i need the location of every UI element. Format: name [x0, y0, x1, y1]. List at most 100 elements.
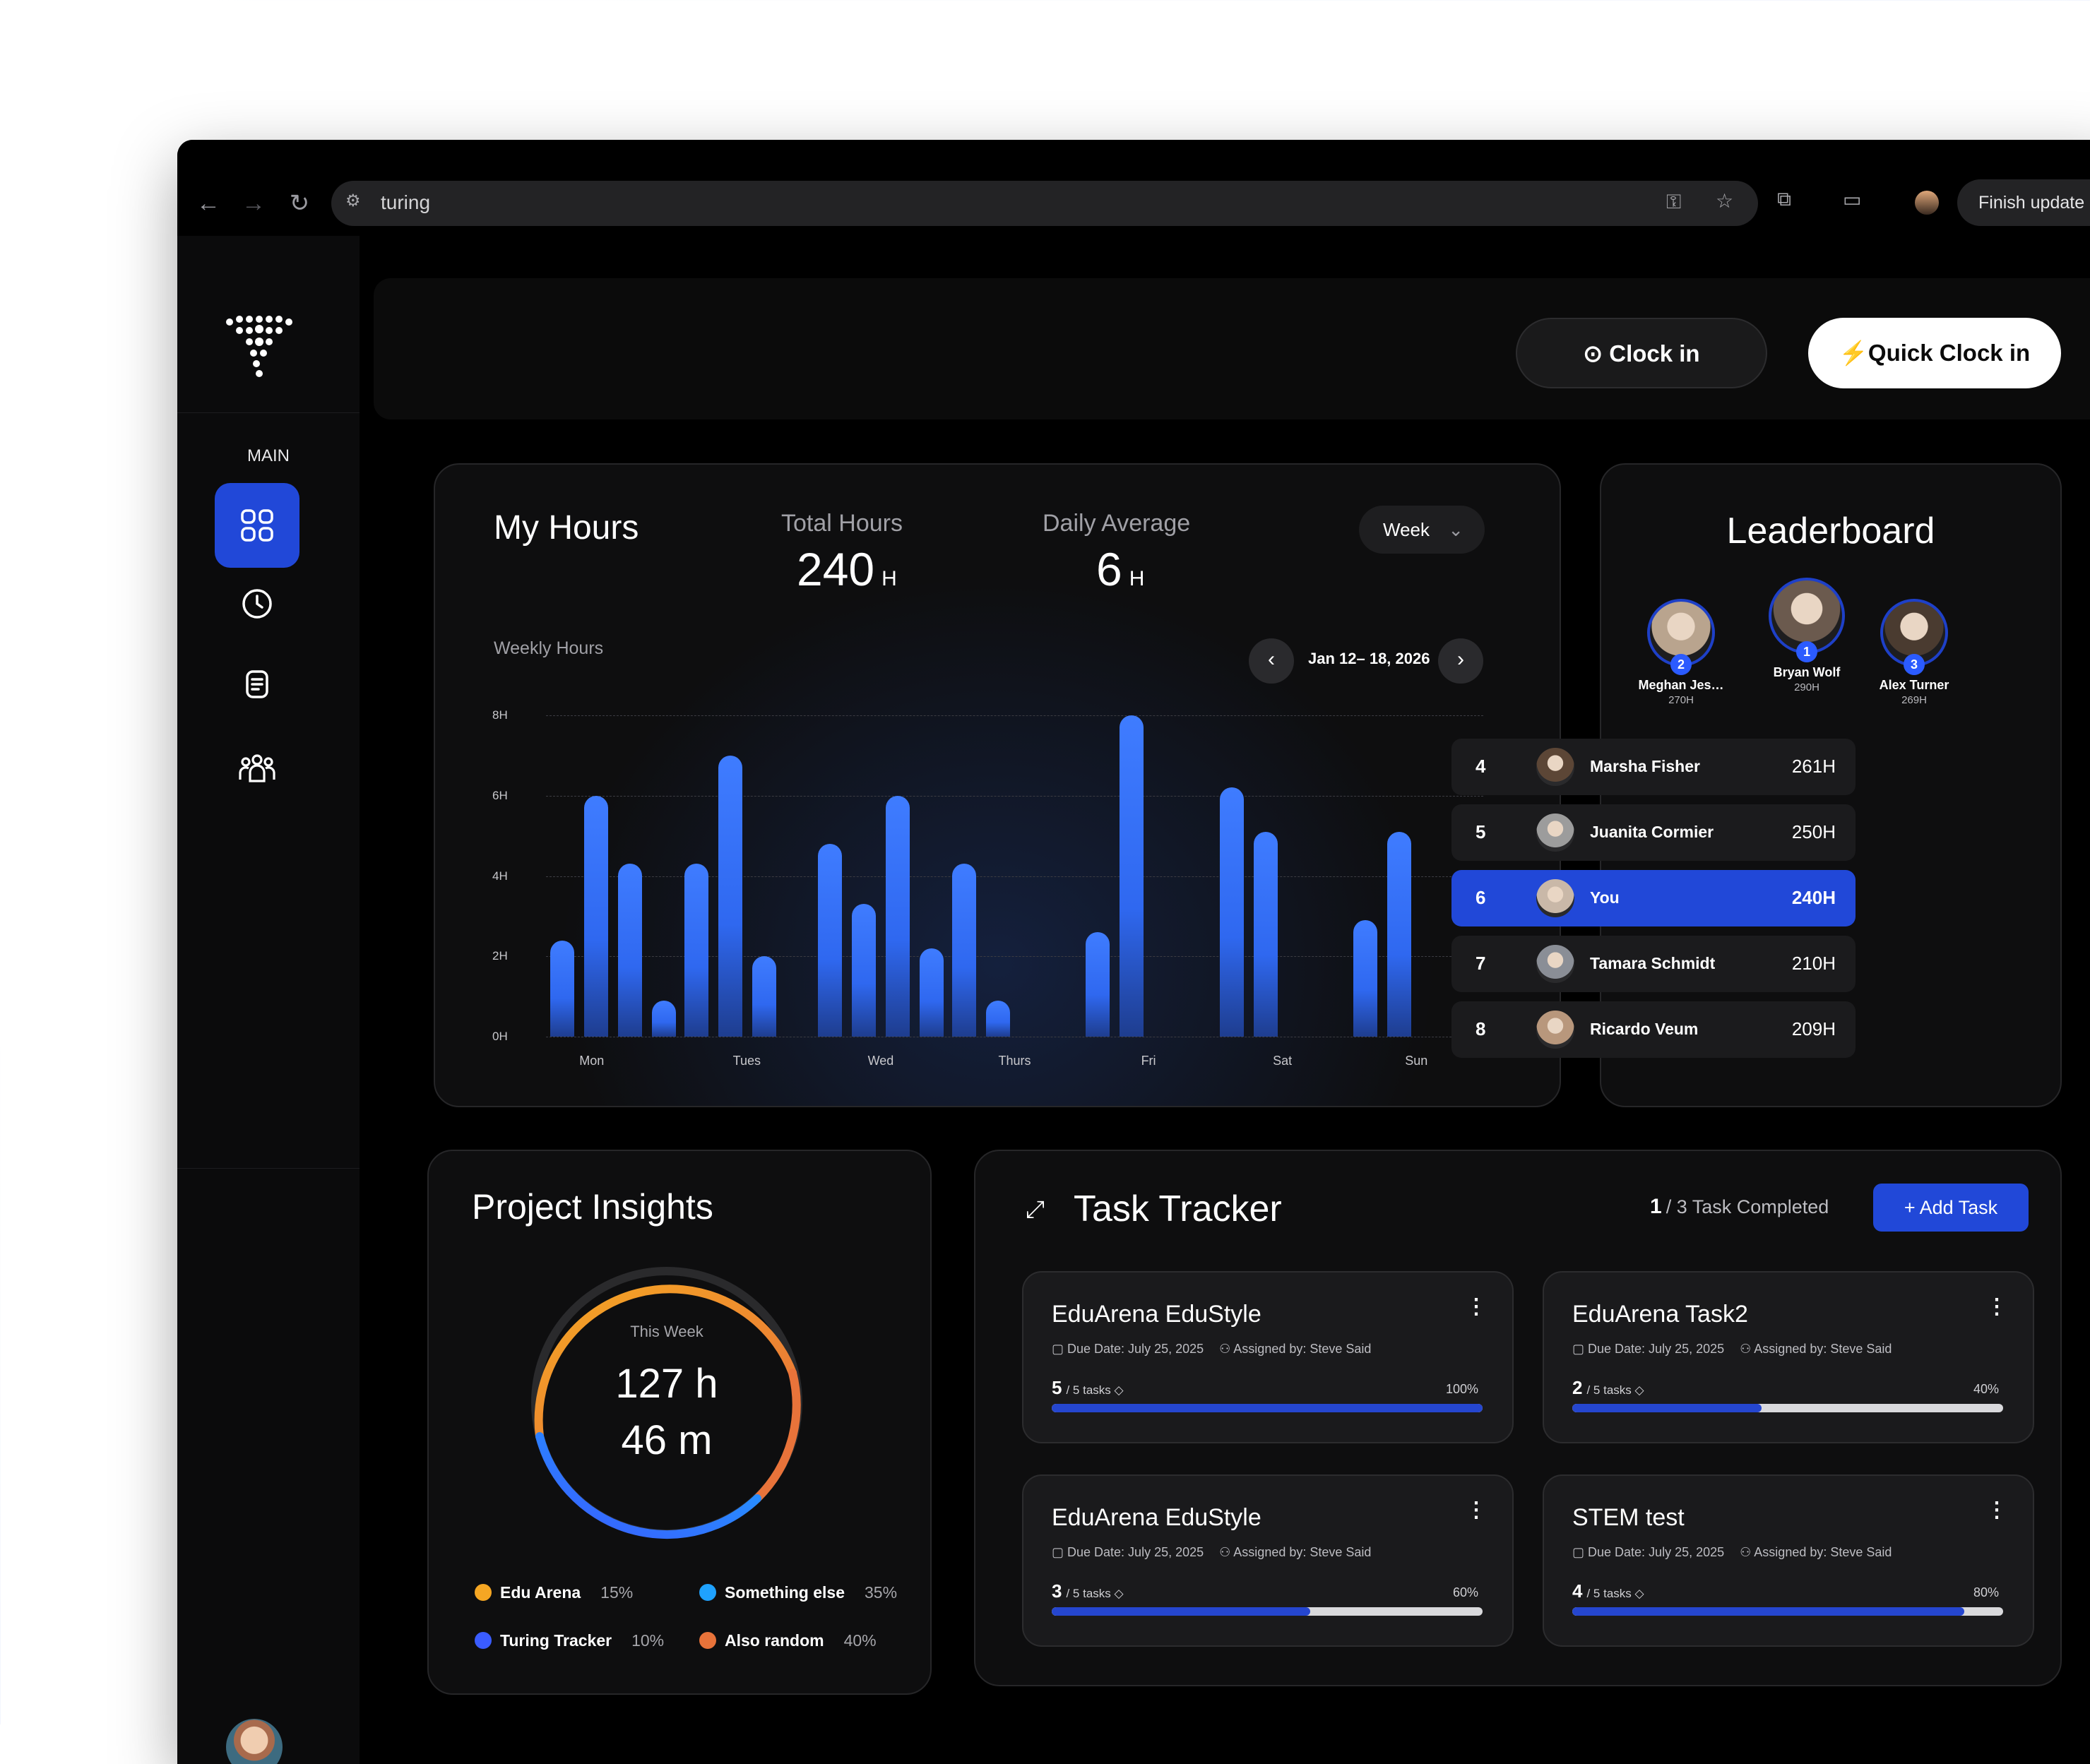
task-done-count: 2	[1572, 1377, 1583, 1398]
notes-icon[interactable]	[241, 668, 273, 701]
podium-entry[interactable]: 3 Alex Turner 269H	[1858, 599, 1971, 706]
clock-in-button[interactable]: ⊙ Clock in	[1516, 318, 1767, 388]
extensions-icon[interactable]: ⧉	[1777, 188, 1791, 210]
avatar	[1536, 1011, 1574, 1049]
avatar	[1536, 814, 1574, 852]
legend-item: Also random 40%	[699, 1631, 877, 1650]
chevron-right-icon: ›	[1457, 648, 1464, 671]
chart-bar	[652, 1000, 676, 1037]
task-completed-summary: 1/ 3 Task Completed	[1650, 1195, 1829, 1218]
chart-bar	[818, 844, 843, 1037]
podium-entry[interactable]: 1 Bryan Wolf 290H	[1746, 578, 1868, 693]
insights-hours: 127 h	[615, 1361, 718, 1407]
progress-fill	[1052, 1404, 1483, 1412]
task-count: 2/ 5 tasks ◇	[1572, 1377, 1644, 1399]
progress-track	[1052, 1404, 1483, 1412]
add-task-button[interactable]: + Add Task	[1873, 1184, 2029, 1232]
period-dropdown[interactable]: Week ⌄	[1359, 506, 1485, 554]
project-insights-title: Project Insights	[472, 1187, 713, 1227]
task-tracker-title: Task Tracker	[1074, 1188, 1282, 1229]
user-avatar[interactable]	[226, 1719, 283, 1764]
player-name: Tamara Schmidt	[1590, 954, 1716, 972]
rank: 5	[1476, 821, 1486, 842]
calendar-icon: ▢	[1572, 1342, 1589, 1356]
chart-bar	[718, 755, 742, 1037]
star-icon[interactable]: ☆	[1716, 190, 1734, 212]
task-due-date: Due Date: July 25, 2025	[1588, 1342, 1725, 1356]
legend-percent: 10%	[631, 1631, 665, 1650]
task-percent: 60%	[1452, 1585, 1478, 1599]
task-done-count: 4	[1572, 1580, 1583, 1602]
forward-arrow-icon[interactable]: →	[242, 190, 266, 217]
turing-logo	[226, 316, 292, 377]
leaderboard-row[interactable]: 7 Tamara Schmidt 210H	[1451, 936, 1856, 992]
avatar	[1536, 879, 1574, 917]
address-bar[interactable]: ⚙ turing ⚿ ☆	[331, 181, 1758, 226]
x-tick-label: Thurs	[998, 1054, 1031, 1068]
y-tick-label: 6H	[492, 788, 508, 802]
next-week-button[interactable]: ›	[1438, 638, 1483, 684]
task-card[interactable]: EduArena EduStyle ⋮ ▢ Due Date: July 25, 2…	[1022, 1474, 1514, 1647]
more-options-icon[interactable]: ⋮	[1466, 1498, 1487, 1522]
podium-name: Alex Turner	[1879, 678, 1949, 692]
chart-bar	[1219, 787, 1244, 1037]
rank: 6	[1476, 887, 1486, 908]
total-hours-value: 240 H	[797, 543, 897, 595]
more-options-icon[interactable]: ⋮	[1986, 1295, 2007, 1318]
leaderboard-title: Leaderboard	[1726, 511, 1935, 552]
podium-hours: 269H	[1901, 694, 1927, 706]
finish-update-button[interactable]: Finish update	[1957, 179, 2090, 226]
back-arrow-icon[interactable]: ←	[196, 190, 220, 217]
reload-icon[interactable]: ↻	[289, 190, 310, 217]
daily-average-label: Daily Average	[1043, 510, 1191, 537]
site-settings-icon[interactable]: ⚙	[345, 191, 361, 210]
task-count: 3 / 5 tasks ◇	[1052, 1580, 1124, 1602]
podium-entry[interactable]: 2 Meghan Jes… 270H	[1625, 599, 1738, 706]
progress-track	[1052, 1607, 1483, 1616]
legend-dot	[475, 1632, 492, 1649]
leaderboard-row[interactable]: 4 Marsha Fisher 261H	[1451, 739, 1856, 795]
task-due-date: Due Date: July 25, 2025	[1067, 1342, 1204, 1356]
task-card[interactable]: EduArena EduStyle ⋮ ▢ Due Date: July 25, 2…	[1022, 1271, 1514, 1443]
legend-percent: 15%	[600, 1583, 634, 1602]
leaderboard-row[interactable]: 5 Juanita Cormier 250H	[1451, 804, 1856, 861]
podium-name: Meghan Jes…	[1638, 678, 1724, 692]
person-icon: ⚇	[1740, 1342, 1754, 1356]
clock-pin-icon: ⊙	[1583, 340, 1610, 366]
tab-search-icon[interactable]: ▭	[1843, 189, 1862, 210]
podium-name: Bryan Wolf	[1773, 665, 1841, 679]
task-due-date: Due Date: July 25, 2025	[1588, 1545, 1725, 1559]
more-options-icon[interactable]: ⋮	[1466, 1295, 1487, 1318]
prev-week-button[interactable]: ‹	[1249, 638, 1294, 684]
task-assigned-by: Assigned by: Steve Said	[1233, 1545, 1372, 1559]
sidebar-item-dashboard[interactable]	[215, 483, 299, 568]
player-hours: 209H	[1791, 1018, 1836, 1039]
task-card[interactable]: EduArena Task2 ⋮ ▢ Due Date: July 25, 2025…	[1543, 1271, 2034, 1443]
clock-icon[interactable]	[241, 588, 273, 620]
chart-bar	[1120, 715, 1144, 1037]
quick-clock-in-button[interactable]: ⚡Quick Clock in	[1808, 318, 2061, 388]
y-tick-label: 4H	[492, 869, 508, 883]
team-icon[interactable]	[238, 753, 276, 785]
leaderboard-row[interactable]: 6 You 240H	[1451, 870, 1856, 926]
legend-percent: 35%	[864, 1583, 898, 1602]
key-icon[interactable]: ⚿	[1666, 191, 1682, 213]
leaderboard-row[interactable]: 8 Ricardo Veum 209H	[1451, 1001, 1856, 1058]
task-title: EduArena EduStyle	[1052, 1301, 1261, 1328]
task-title: EduArena EduStyle	[1052, 1504, 1261, 1531]
more-options-icon[interactable]: ⋮	[1986, 1498, 2007, 1522]
task-assigned-by: Assigned by: Steve Said	[1754, 1342, 1892, 1356]
chart-bar	[618, 864, 642, 1037]
expand-icon[interactable]: ⤢	[1026, 1196, 1045, 1223]
profile-avatar[interactable]	[1915, 191, 1939, 215]
chart-gridline	[546, 876, 1483, 877]
task-percent: 100%	[1445, 1382, 1478, 1396]
chart-bar	[1253, 831, 1278, 1037]
task-card[interactable]: STEM test ⋮ ▢ Due Date: July 25, 2025 ⚇ Ass…	[1543, 1474, 2034, 1647]
task-percent: 80%	[1973, 1585, 1999, 1599]
avatar	[1536, 748, 1574, 786]
chevron-down-icon: ⌄	[1448, 519, 1463, 540]
chart-bar	[951, 864, 976, 1037]
player-hours: 210H	[1791, 953, 1836, 974]
dashboard-icon	[241, 509, 273, 542]
